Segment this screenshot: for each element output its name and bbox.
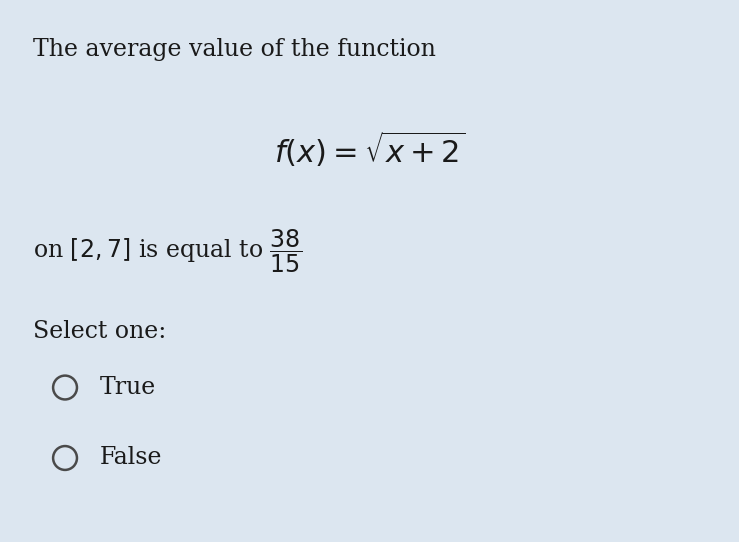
Text: False: False xyxy=(100,447,163,469)
Text: on $[2, 7]$ is equal to $\dfrac{38}{15}$: on $[2, 7]$ is equal to $\dfrac{38}{15}$ xyxy=(33,228,302,275)
Text: $f(x) = \sqrt{x + 2}$: $f(x) = \sqrt{x + 2}$ xyxy=(273,130,466,170)
Text: True: True xyxy=(100,376,156,399)
Text: Select one:: Select one: xyxy=(33,320,166,343)
Text: The average value of the function: The average value of the function xyxy=(33,38,436,61)
